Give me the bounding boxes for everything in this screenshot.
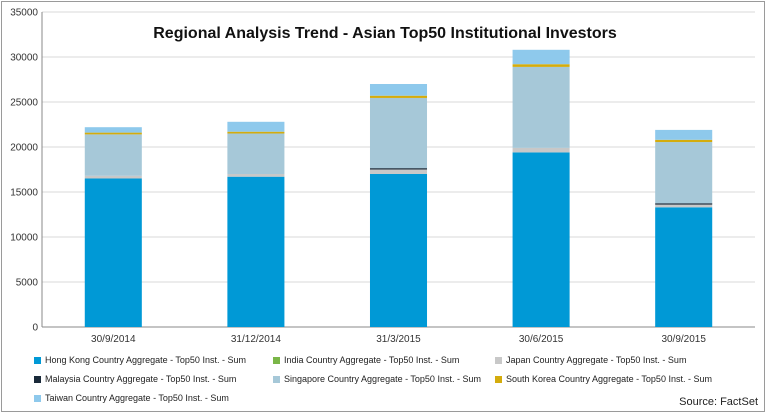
legend-label: Japan Country Aggregate - Top50 Inst. - …: [506, 355, 687, 365]
y-tick-label: 20000: [10, 143, 38, 154]
bar-segment: [655, 207, 713, 327]
legend-item: Taiwan Country Aggregate - Top50 Inst. -…: [34, 393, 229, 403]
y-tick-label: 5000: [16, 278, 39, 289]
legend-swatch: [273, 356, 280, 364]
bar-segment: [655, 139, 713, 143]
y-tick-label: 25000: [10, 98, 38, 109]
bar-segment: [512, 64, 570, 67]
bar-segment: [369, 174, 428, 327]
bar-segment: [227, 176, 285, 327]
bar-segment: [655, 142, 713, 204]
bar-segment: [512, 49, 570, 65]
legend-item: Japan Country Aggregate - Top50 Inst. - …: [495, 355, 686, 365]
bar-segment: [84, 127, 142, 133]
y-tick-label: 30000: [10, 53, 38, 64]
legend-swatch: [495, 375, 502, 383]
legend-swatch: [495, 356, 502, 364]
y-tick-label: 35000: [10, 8, 38, 19]
legend-label: Hong Kong Country Aggregate - Top50 Inst…: [45, 355, 246, 365]
legend-label: South Korea Country Aggregate - Top50 In…: [506, 374, 712, 384]
bar-segment: [369, 97, 428, 169]
x-tick-label: 31/12/2014: [231, 334, 281, 345]
legend-swatch: [34, 356, 41, 364]
x-tick-label: 30/9/2014: [91, 334, 136, 345]
bar-segment: [227, 133, 285, 174]
bar-segment: [369, 95, 428, 98]
y-tick-label: 0: [32, 323, 38, 334]
legend-label: India Country Aggregate - Top50 Inst. - …: [284, 355, 460, 365]
chart-plot: 0 5000 10000 15000 20000 25000 30000 35000 30/9/…: [10, 8, 755, 345]
bar-segment: [512, 152, 570, 327]
legend-item: South Korea Country Aggregate - Top50 In…: [495, 374, 712, 384]
bar-segment: [84, 132, 142, 135]
bar-segment: [369, 84, 428, 96]
bar-segment: [84, 134, 142, 176]
x-tick-label: 31/3/2015: [376, 334, 421, 345]
y-tick-label: 15000: [10, 188, 38, 199]
x-tick-label: 30/6/2015: [519, 334, 564, 345]
legend-swatch: [34, 375, 41, 383]
bar-segment: [655, 129, 713, 140]
bar-segment: [84, 175, 142, 179]
source-note: Source: FactSet: [679, 396, 758, 408]
bar-segment: [512, 147, 570, 153]
legend-swatch: [273, 375, 280, 383]
legend-item: Malaysia Country Aggregate - Top50 Inst.…: [34, 374, 236, 384]
legend-item: Singapore Country Aggregate - Top50 Inst…: [273, 374, 481, 384]
legend-item: India Country Aggregate - Top50 Inst. - …: [273, 355, 459, 365]
bar-segment: [369, 168, 428, 170]
bar-segment: [227, 121, 285, 132]
bar-segment: [512, 66, 570, 148]
chart-title: Regional Analysis Trend - Asian Top50 In…: [153, 25, 617, 42]
legend-swatch: [34, 394, 41, 402]
y-tick-label: 10000: [10, 233, 38, 244]
bar-segment: [655, 204, 713, 208]
legend-item: Hong Kong Country Aggregate - Top50 Inst…: [34, 355, 246, 365]
bar-segment: [655, 203, 713, 205]
x-tick-label: 30/9/2015: [661, 334, 706, 345]
legend-label: Malaysia Country Aggregate - Top50 Inst.…: [45, 374, 237, 384]
legend-label: Taiwan Country Aggregate - Top50 Inst. -…: [45, 393, 229, 403]
legend-label: Singapore Country Aggregate - Top50 Inst…: [284, 374, 481, 384]
bar-segment: [227, 131, 285, 134]
bar-segment: [84, 178, 142, 327]
bar-segment: [369, 169, 428, 174]
bar-segment: [227, 174, 285, 177]
